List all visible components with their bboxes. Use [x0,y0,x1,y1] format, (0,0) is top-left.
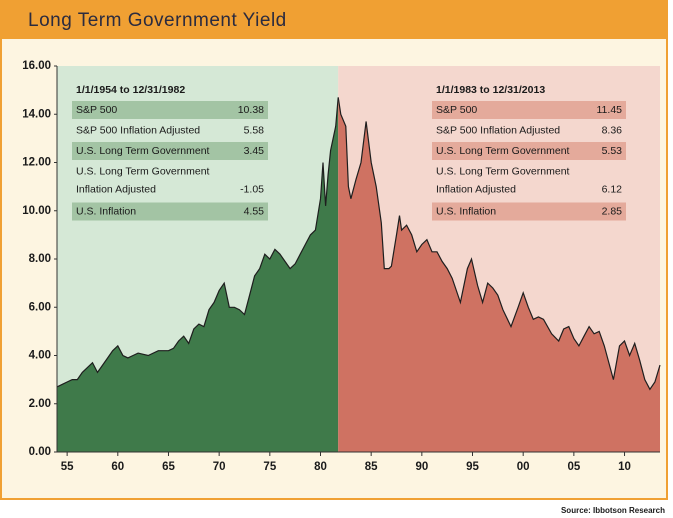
row-value: 2.85 [602,205,623,217]
source: Source: Ibbotson Research [561,506,665,515]
row-value: 4.55 [244,205,265,217]
row-highlight [432,202,626,221]
row-highlight [432,142,626,160]
table-title: 1/1/1983 to 12/31/2013 [436,84,545,96]
y-tick-label: 8.00 [29,253,51,265]
row-value: 5.53 [602,145,623,157]
x-tick-label: 75 [263,461,276,473]
y-tick-label: 10.00 [22,205,51,217]
y-tick-label: 2.00 [29,398,51,410]
x-tick-label: 70 [213,461,226,473]
y-tick-label: 16.00 [22,60,51,72]
x-tick-label: 05 [567,461,580,473]
row-value: -1.05 [240,183,264,195]
y-tick-label: 0.00 [29,446,51,458]
x-tick-label: 90 [415,461,428,473]
x-tick-label: 95 [466,461,479,473]
y-tick-label: 6.00 [29,301,51,313]
area [338,97,660,453]
row-value: 6.12 [602,183,623,195]
x-tick-label: 10 [618,461,631,473]
row-highlight [72,101,268,119]
x-tick-label: 80 [314,461,327,473]
title-bar [1,1,667,39]
row-label: U.S. Long Term Government [436,145,570,157]
x-tick-label: 55 [61,461,74,473]
x-tick-label: 65 [162,461,175,473]
row-highlight [72,142,268,160]
row-label: U.S. Long Term Government [436,165,570,177]
table-title: 1/1/1954 to 12/31/1982 [76,84,185,96]
row-label: S&P 500 Inflation Adjusted [76,124,200,136]
row-value: 10.38 [238,104,264,116]
row-label: U.S. Long Term Government [76,145,210,157]
row-label: S&P 500 [76,104,117,116]
row-label: U.S. Long Term Government [76,165,210,177]
row-label: Inflation Adjusted [76,183,156,195]
row-label: U.S. Inflation [76,205,136,217]
y-tick-label: 4.00 [29,350,51,362]
row-value: 11.45 [597,104,623,116]
area [57,97,339,453]
row-value: 3.45 [244,145,265,157]
row-label: U.S. Inflation [436,205,496,217]
row-label: S&P 500 Inflation Adjusted [436,124,560,136]
row-label: S&P 500 [436,104,477,116]
row-value: 8.36 [602,124,623,136]
row-highlight [72,202,268,221]
row-value: 5.58 [244,124,265,136]
chart-title: Long Term Government Yield [28,10,287,31]
y-tick-label: 12.00 [22,157,51,169]
x-tick-label: 60 [111,461,124,473]
y-tick-label: 14.00 [22,108,51,120]
x-tick-label: 85 [365,461,378,473]
row-label: Inflation Adjusted [436,183,516,195]
x-tick-label: 00 [517,461,530,473]
row-highlight [432,101,626,119]
line [337,97,661,391]
line [56,97,339,388]
